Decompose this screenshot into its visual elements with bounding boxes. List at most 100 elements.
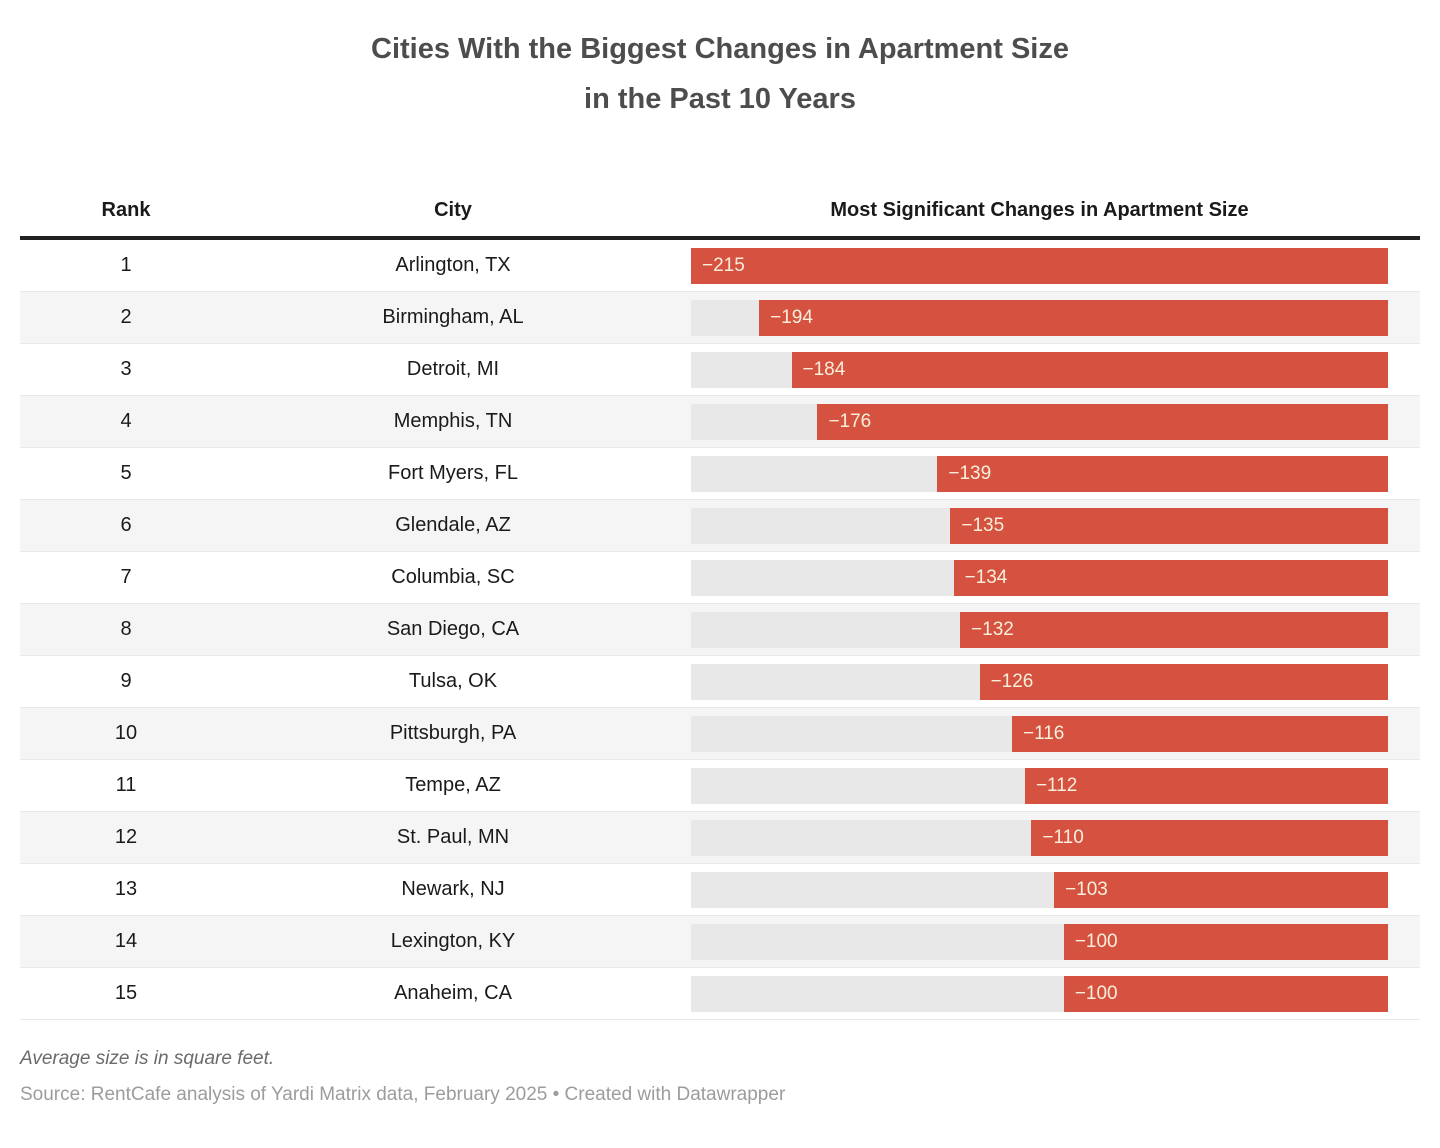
bar: −139 (937, 455, 1388, 492)
rank-cell: 5 (120, 462, 132, 484)
bar-value-label: −103 (1065, 878, 1108, 900)
chart-title: Cities With the Biggest Changes in Apart… (20, 24, 1420, 124)
bar-track: −110 (691, 819, 1388, 856)
table-row: 10 Pittsburgh, PA −116 (20, 708, 1420, 760)
rank-cell: 13 (114, 878, 138, 900)
table-body: 1 Arlington, TX −215 2 Birmingham, AL −1… (20, 240, 1420, 1020)
chart-title-line1: Cities With the Biggest Changes in Apart… (371, 33, 1069, 65)
rank-cell: 15 (114, 982, 138, 1004)
bar-track: −112 (691, 767, 1388, 804)
city-cell: Anaheim, CA (394, 982, 512, 1004)
table-row: 5 Fort Myers, FL −139 (20, 448, 1420, 500)
bar-cell: −100 (674, 916, 1420, 967)
bar-track: −132 (691, 611, 1388, 648)
table-row: 11 Tempe, AZ −112 (20, 760, 1420, 812)
table-row: 8 San Diego, CA −132 (20, 604, 1420, 656)
bar: −184 (791, 351, 1388, 388)
bar-cell: −103 (674, 864, 1420, 915)
city-cell: Fort Myers, FL (387, 462, 518, 484)
city-cell: San Diego, CA (386, 618, 520, 640)
bar-cell: −215 (674, 240, 1420, 291)
city-cell: Lexington, KY (390, 930, 516, 952)
table-row: 9 Tulsa, OK −126 (20, 656, 1420, 708)
bar-track: −116 (691, 715, 1388, 752)
table-row: 1 Arlington, TX −215 (20, 240, 1420, 292)
bar-cell: −176 (674, 396, 1420, 447)
bar-cell: −139 (674, 448, 1420, 499)
city-cell: Glendale, AZ (395, 514, 511, 536)
city-column-header: City (434, 198, 472, 221)
table-header-row: Rank City Most Significant Changes in Ap… (20, 184, 1420, 240)
bar: −112 (1024, 767, 1388, 804)
bar-cell: −116 (674, 708, 1420, 759)
city-cell: Arlington, TX (395, 254, 511, 276)
rank-cell: 3 (120, 358, 132, 380)
bar-value-label: −100 (1074, 930, 1118, 952)
bar-track: −194 (691, 299, 1388, 336)
bar-value-label: −134 (964, 566, 1008, 588)
bar: −134 (953, 559, 1388, 596)
bar-track: −135 (691, 507, 1388, 544)
table-row: 12 St. Paul, MN −110 (20, 812, 1420, 864)
bar-cell: −194 (674, 292, 1420, 343)
bar-value-label: −116 (1022, 722, 1065, 744)
bar-value-label: −110 (1042, 826, 1084, 848)
bar-track: −103 (691, 871, 1388, 908)
rank-cell: 7 (120, 566, 132, 588)
rank-cell: 6 (120, 514, 132, 536)
rank-cell: 9 (120, 670, 132, 692)
table-row: 4 Memphis, TN −176 (20, 396, 1420, 448)
rank-cell: 10 (114, 722, 138, 744)
bar-cell: −100 (674, 968, 1420, 1019)
bar-cell: −135 (674, 500, 1420, 551)
city-cell: St. Paul, MN (396, 826, 510, 848)
table-row: 13 Newark, NJ −103 (20, 864, 1420, 916)
city-cell: Memphis, TN (393, 410, 513, 432)
city-cell: Columbia, SC (391, 566, 515, 588)
bar-value-label: −176 (828, 410, 872, 432)
city-cell: Newark, NJ (401, 878, 505, 900)
bar-track: −100 (691, 923, 1388, 960)
rank-cell: 14 (114, 930, 138, 952)
city-cell: Birmingham, AL (382, 306, 524, 328)
bar-value-label: −215 (702, 254, 745, 276)
bar: −103 (1054, 871, 1388, 908)
bar: −100 (1063, 923, 1388, 960)
bar-track: −139 (691, 455, 1388, 492)
bar: −194 (759, 299, 1388, 336)
bar: −176 (817, 403, 1388, 440)
bar-track: −100 (691, 975, 1388, 1012)
bar-value-label: −139 (948, 462, 992, 484)
bar-cell: −134 (674, 552, 1420, 603)
rank-cell: 2 (120, 306, 132, 328)
change-column-header: Most Significant Changes in Apartment Si… (830, 198, 1249, 221)
table-row: 2 Birmingham, AL −194 (20, 292, 1420, 344)
bar-value-label: −132 (971, 618, 1014, 640)
bar-value-label: −194 (770, 306, 813, 328)
bar-value-label: −112 (1035, 774, 1078, 796)
city-cell: Detroit, MI (406, 358, 500, 380)
rank-column-header: Rank (101, 198, 151, 221)
bar-value-label: −135 (961, 514, 1005, 536)
ranking-table: Rank City Most Significant Changes in Ap… (20, 184, 1420, 1020)
table-row: 15 Anaheim, CA −100 (20, 968, 1420, 1020)
city-cell: Tempe, AZ (405, 774, 501, 796)
bar-value-label: −184 (802, 358, 846, 380)
bar: −100 (1063, 975, 1388, 1012)
table-row: 6 Glendale, AZ −135 (20, 500, 1420, 552)
bar: −132 (960, 611, 1388, 648)
bar-value-label: −100 (1074, 982, 1118, 1004)
bar-cell: −110 (674, 812, 1420, 863)
bar-track: −176 (691, 403, 1388, 440)
bar-track: −184 (691, 351, 1388, 388)
bar-cell: −112 (674, 760, 1420, 811)
bar-value-label: −126 (990, 670, 1034, 692)
rank-cell: 4 (120, 410, 132, 432)
rank-cell: 11 (115, 774, 137, 796)
chart-source-line: Source: RentCafe analysis of Yardi Matri… (20, 1084, 786, 1105)
bar: −126 (979, 663, 1388, 700)
rank-cell: 1 (120, 254, 132, 276)
rank-cell: 8 (120, 618, 132, 640)
city-cell: Pittsburgh, PA (389, 722, 517, 744)
